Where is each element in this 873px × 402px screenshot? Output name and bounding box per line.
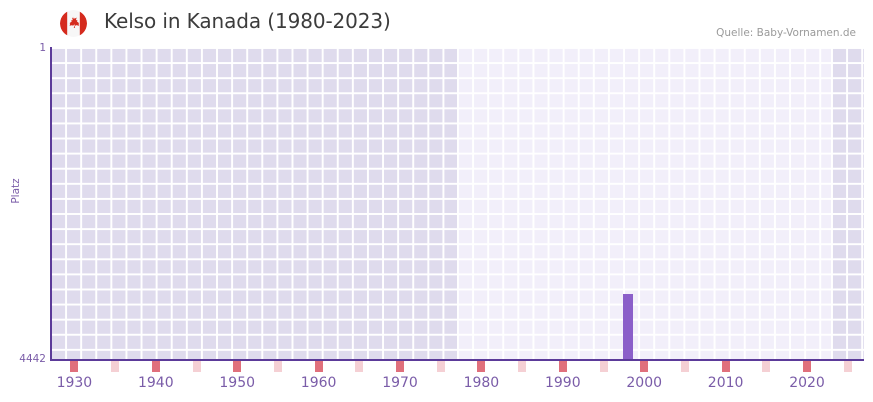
x-marker-1945 (192, 361, 201, 372)
x-axis-tick-1990: 1990 (544, 375, 581, 391)
x-marker-2005 (680, 361, 689, 372)
x-axis-tick-2010: 2010 (707, 375, 744, 391)
plot-area (50, 47, 864, 360)
x-marker-1950 (233, 361, 242, 372)
x-marker-1935 (111, 361, 120, 372)
y-axis-title: Platz (10, 178, 22, 204)
x-marker-1955 (273, 361, 282, 372)
x-marker-2010 (721, 361, 730, 372)
x-marker-1975 (436, 361, 445, 372)
x-axis-tick-1960: 1960 (300, 375, 337, 391)
x-axis-tick-1930: 1930 (56, 375, 93, 391)
bar-1998[interactable] (622, 293, 633, 360)
x-marker-1965 (355, 361, 364, 372)
x-axis-line (50, 359, 864, 361)
x-marker-2015 (762, 361, 771, 372)
x-axis-tick-1940: 1940 (137, 375, 174, 391)
x-marker-1960 (314, 361, 323, 372)
source-attribution: Quelle: Baby-Vornamen.de (716, 27, 856, 39)
canada-flag-icon (60, 10, 87, 37)
y-axis-tick-top: 1 (39, 42, 46, 54)
x-marker-1930 (70, 361, 79, 372)
grid-band-post-data-range (831, 47, 864, 360)
x-axis-tick-1980: 1980 (463, 375, 500, 391)
chart-header: Kelso in Kanada (1980-2023) Quelle: Baby… (0, 0, 873, 47)
y-axis-tick-bottom: 4442 (19, 353, 46, 365)
grid-band-pre-data-range (50, 47, 457, 360)
x-marker-2020 (803, 361, 812, 372)
x-marker-1970 (396, 361, 405, 372)
x-axis-tick-1970: 1970 (382, 375, 418, 391)
x-axis-tick-2020: 2020 (789, 375, 825, 391)
x-marker-1985 (518, 361, 527, 372)
x-marker-2000 (640, 361, 649, 372)
x-marker-1990 (558, 361, 567, 372)
page-title: Kelso in Kanada (1980-2023) (104, 9, 391, 33)
grid-band-data-range (457, 47, 832, 360)
x-axis-tick-2000: 2000 (626, 375, 663, 391)
x-axis-marker-strip (50, 361, 864, 372)
x-marker-1980 (477, 361, 486, 372)
x-axis-tick-1950: 1950 (219, 375, 256, 391)
x-marker-2025 (843, 361, 852, 372)
y-axis-line (50, 47, 52, 360)
x-marker-1995 (599, 361, 608, 372)
x-marker-1940 (151, 361, 160, 372)
